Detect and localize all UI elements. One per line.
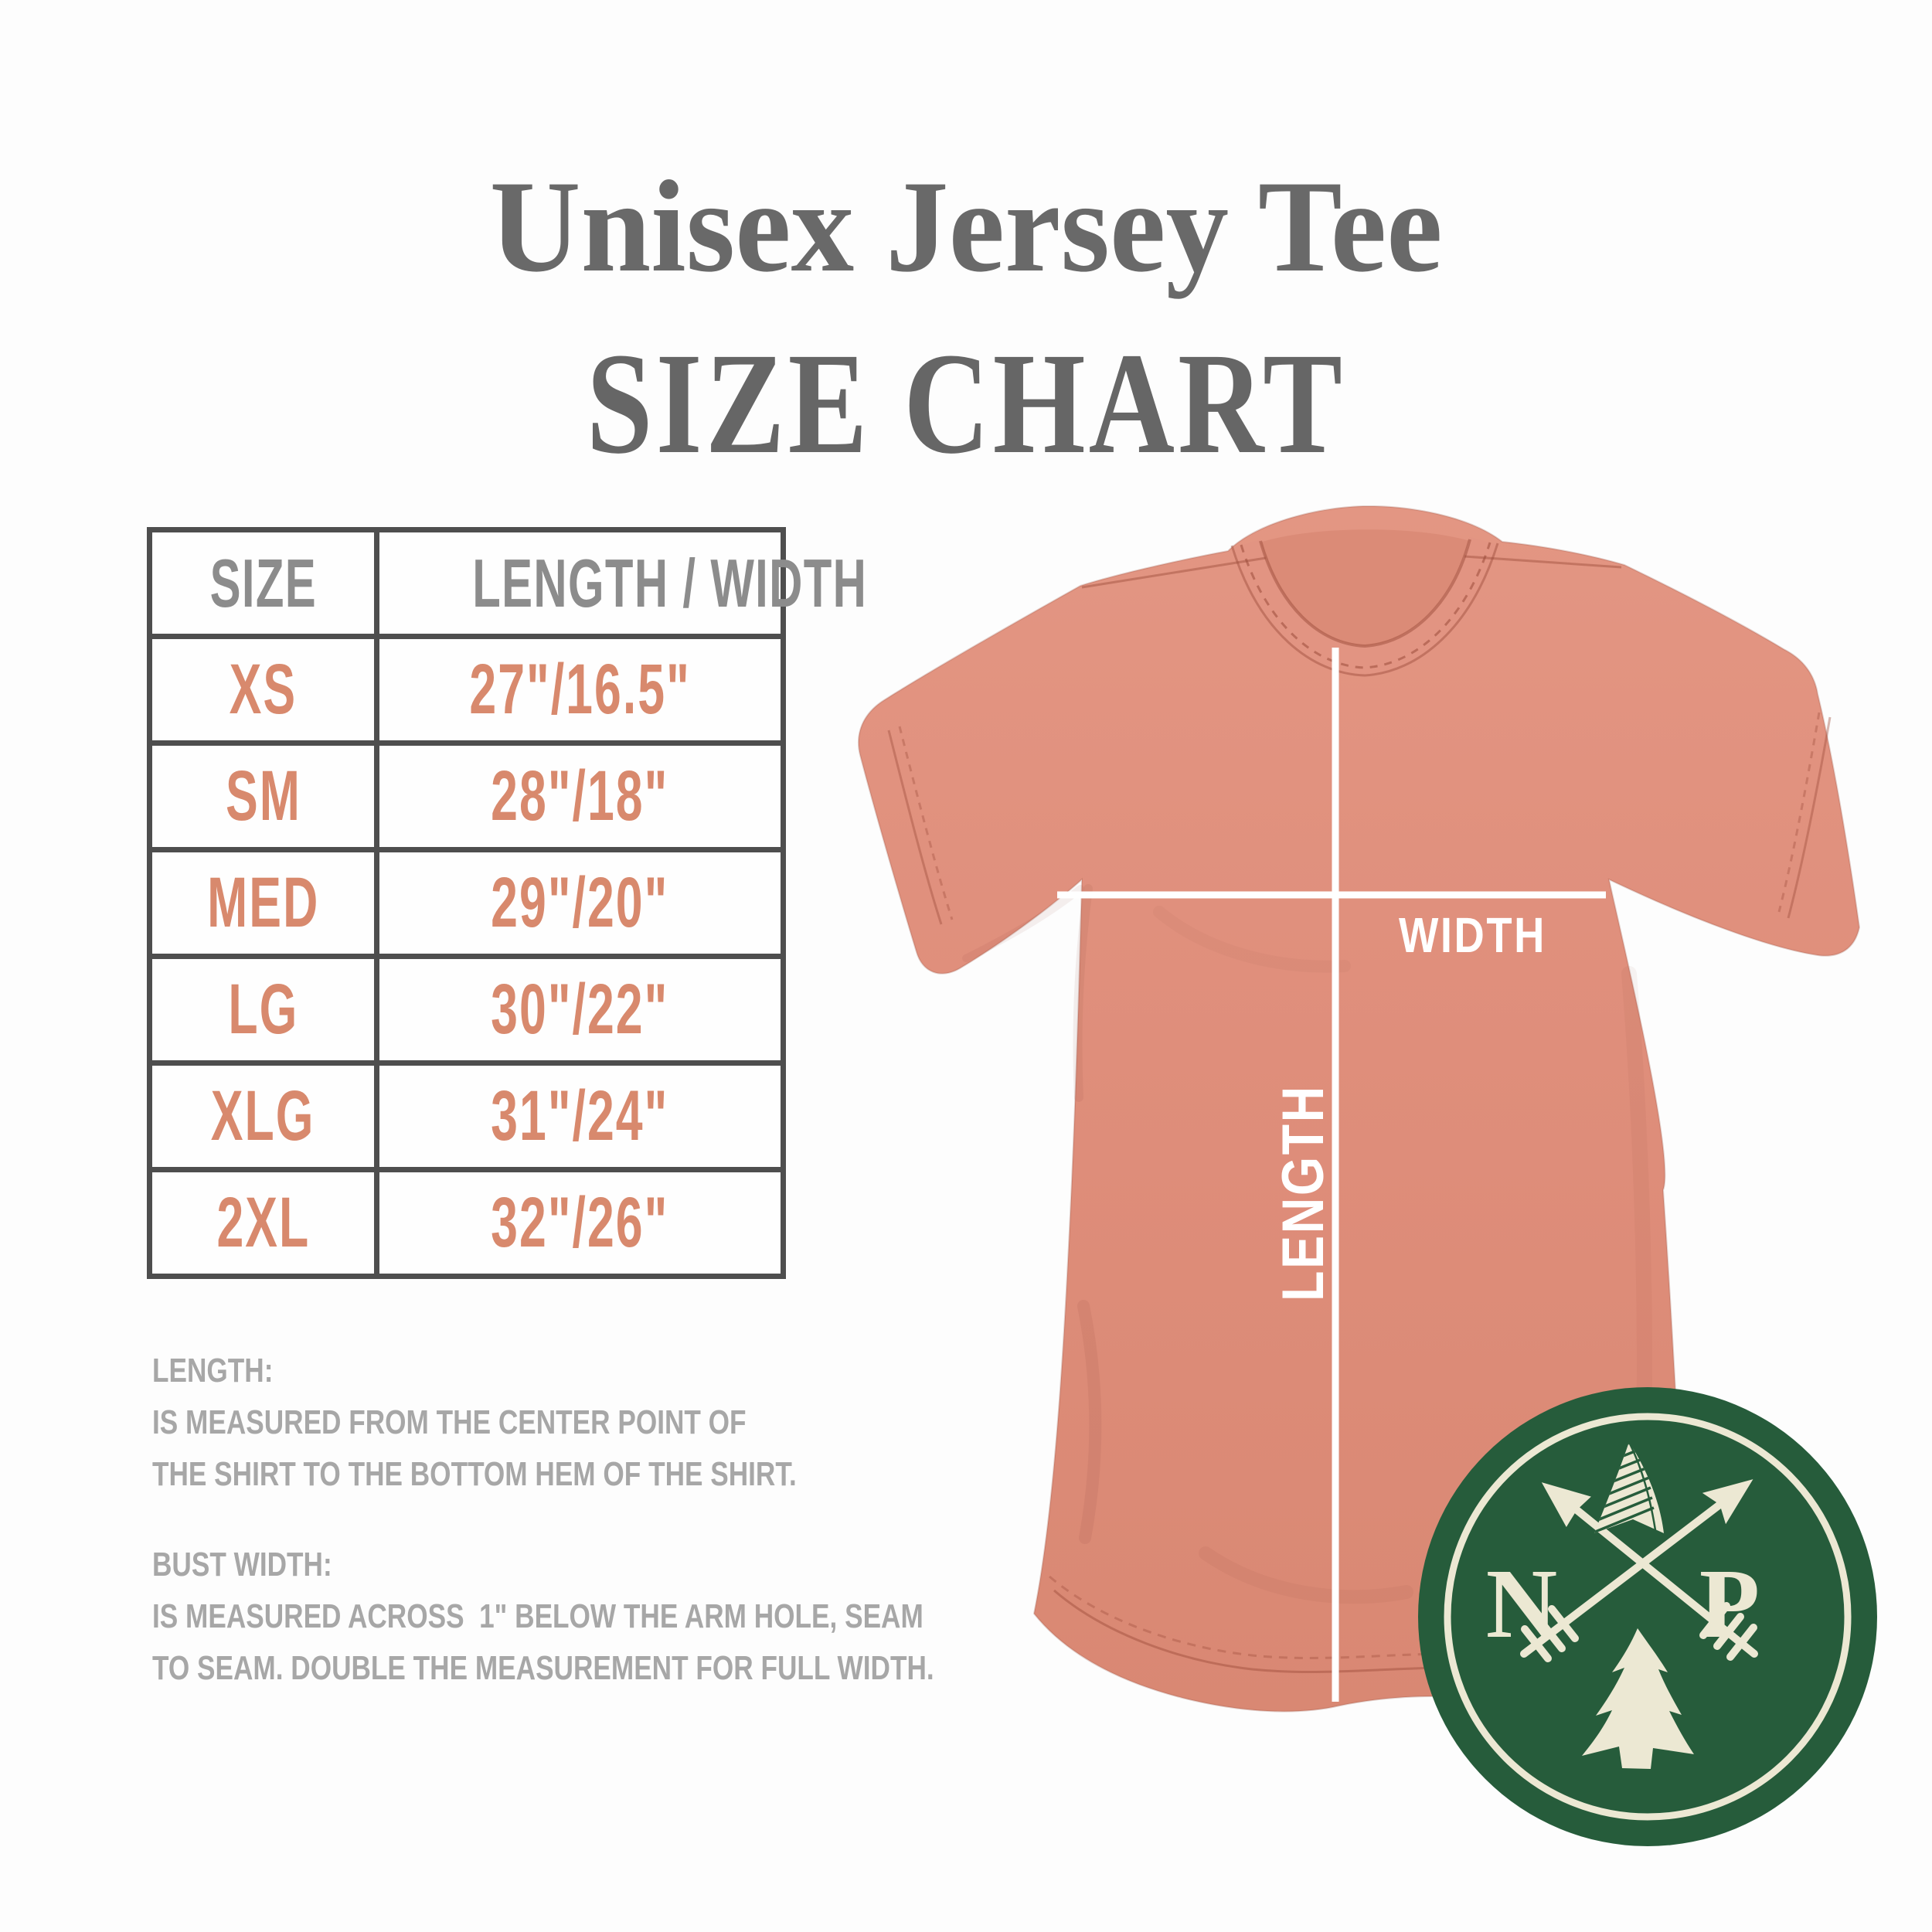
table-row: LG 30"/22" [147, 954, 786, 1066]
table-header-row: SIZE LENGTH / WIDTH [147, 527, 866, 639]
sleeve-hem-left [887, 730, 943, 925]
bust-note-line: IS MEASURED ACROSS 1" BELOW THE ARM HOLE… [152, 1597, 923, 1635]
size-cell: 2XL [147, 1167, 379, 1279]
table-row: XLG 31"/24" [147, 1060, 786, 1172]
sleeve-hem-left-stitch [898, 726, 954, 920]
size-value: LG [228, 970, 298, 1049]
page-title-text: Unisex Jersey Tee [489, 154, 1443, 299]
wrinkle-shadow [1077, 1300, 1102, 1544]
size-cell: XLG [147, 1060, 379, 1172]
page-subtitle-text: SIZE CHART [586, 322, 1346, 484]
wrinkle-shadow [1199, 1546, 1413, 1604]
wrinkle-shadow [1153, 906, 1351, 973]
measurement-cell: 28"/18" [374, 740, 786, 852]
length-note-line: THE SHIRT TO THE BOTTOM HEM OF THE SHIRT… [152, 1455, 797, 1493]
measurement-cell: 29"/20" [374, 847, 786, 959]
measurement-value: 30"/22" [491, 970, 669, 1049]
measurement-value: 32"/26" [491, 1183, 669, 1262]
collar-back-panel [1260, 529, 1470, 646]
logo-ring [1444, 1413, 1852, 1821]
size-header-label: SIZE [209, 544, 317, 621]
size-value: XS [229, 650, 298, 729]
size-cell: XS [147, 634, 379, 746]
bust-note-heading: BUST WIDTH: [152, 1546, 332, 1583]
collar-inner-edge [1259, 539, 1471, 648]
measurement-cell: 32"/26" [374, 1167, 786, 1279]
size-value: SM [225, 757, 301, 835]
page-title: Unisex Jersey Tee [0, 161, 1932, 292]
length-note-line: IS MEASURED FROM THE CENTER POINT OF [152, 1403, 747, 1441]
size-table: SIZE LENGTH / WIDTH XS 27"/16.5" SM 28"/… [147, 527, 866, 1279]
length-width-column-header: LENGTH / WIDTH [374, 527, 866, 639]
measurement-notes: LENGTH: IS MEASURED FROM THE CENTER POIN… [152, 1345, 1130, 1694]
shoulder-seam-left [1081, 556, 1267, 589]
measurement-cell: 30"/22" [374, 954, 786, 1066]
measurement-value: 27"/16.5" [469, 650, 691, 729]
measurement-cell: 27"/16.5" [374, 634, 786, 746]
measurement-lines: WIDTH LENGTH [1057, 648, 1606, 1702]
bust-note-line: TO SEAM. DOUBLE THE MEASUREMENT FOR FULL… [152, 1649, 934, 1687]
table-row: MED 29"/20" [147, 847, 786, 959]
wrinkle-shadow [1073, 884, 1093, 1102]
measurement-value: 31"/24" [491, 1077, 669, 1155]
table-row: SM 28"/18" [147, 740, 786, 852]
measurement-cell: 31"/24" [374, 1060, 786, 1172]
table-row: 2XL 32"/26" [147, 1167, 786, 1279]
logo-badge: N P [1418, 1387, 1877, 1846]
shoulder-seam-right [1464, 555, 1622, 569]
pine-tree-icon [1582, 1628, 1694, 1769]
logo-background-circle [1418, 1387, 1877, 1846]
size-cell: SM [147, 740, 379, 852]
size-value: MED [206, 863, 320, 942]
length-width-header-label: LENGTH / WIDTH [472, 544, 868, 621]
size-column-header: SIZE [147, 527, 379, 639]
table-row: XS 27"/16.5" [147, 634, 786, 746]
collar-outer-edge [1230, 543, 1499, 677]
length-note-heading: LENGTH: [152, 1352, 274, 1389]
sleeve-hem-right [1787, 716, 1832, 919]
size-cell: MED [147, 847, 379, 959]
page-subtitle: SIZE CHART [0, 331, 1932, 476]
length-label: LENGTH [1270, 1084, 1335, 1301]
size-value: XLG [211, 1077, 315, 1155]
logo-letter-n: N [1486, 1549, 1557, 1658]
size-value: 2XL [216, 1183, 310, 1262]
logo-letter-p: P [1699, 1549, 1760, 1658]
collar-band [1231, 536, 1498, 676]
width-label: WIDTH [1399, 907, 1546, 963]
crossed-arrows-icon [1520, 1479, 1758, 1662]
sleeve-hem-right-stitch [1777, 712, 1821, 913]
size-cell: LG [147, 954, 379, 1066]
measurement-value: 29"/20" [491, 863, 669, 942]
measurement-value: 28"/18" [491, 757, 669, 835]
